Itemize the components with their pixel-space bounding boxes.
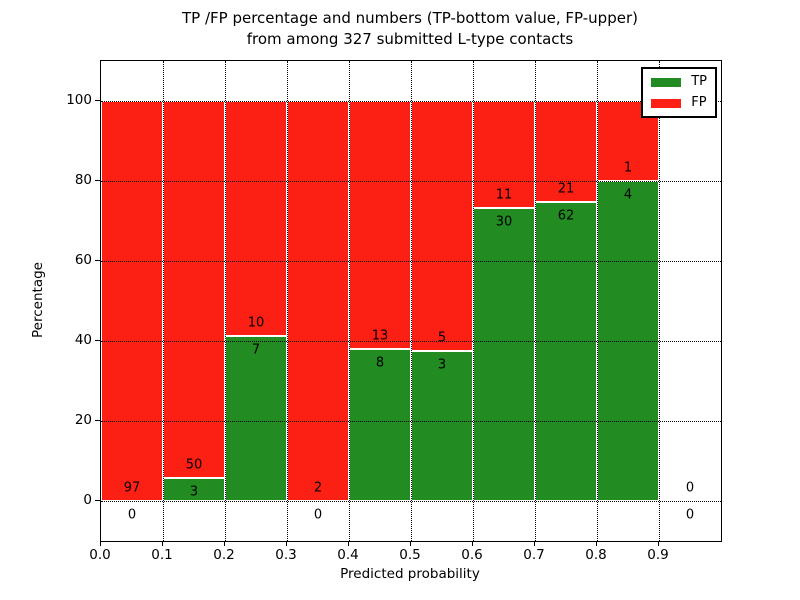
plot-area: 97 0 50 3 10 7 2 0 13 8 5 3 11 30 21 62 1 4 0 0 TP FP [100, 60, 722, 542]
x-tick-mark [534, 541, 535, 546]
x-tick-mark [286, 541, 287, 546]
gridline-vertical [597, 61, 598, 541]
tp-count-label: 0 [127, 507, 137, 523]
tp-count-label: 7 [251, 342, 261, 358]
y-tick-label: 80 [74, 172, 92, 188]
x-tick-mark [410, 541, 411, 546]
x-tick-mark [224, 541, 225, 546]
legend-swatch-tp-icon [651, 77, 682, 87]
gridline-vertical [659, 61, 660, 541]
gridline-vertical [349, 61, 350, 541]
x-tick-mark [162, 541, 163, 546]
gridline-vertical [411, 61, 412, 541]
fp-count-label: 10 [247, 315, 265, 331]
fp-count-label: 13 [371, 328, 389, 344]
bar-segment-tp [225, 336, 287, 501]
y-tick-mark [95, 500, 100, 501]
x-tick-label: 0.6 [461, 547, 483, 563]
tp-count-label: 62 [557, 208, 575, 224]
fp-count-label: 2 [313, 480, 323, 496]
fp-count-label: 50 [185, 457, 203, 473]
x-tick-mark [472, 541, 473, 546]
tp-count-label: 3 [189, 484, 199, 500]
x-axis-label: Predicted probability [340, 566, 480, 582]
tp-count-label: 8 [375, 355, 385, 371]
tp-count-label: 30 [495, 214, 513, 230]
fp-count-label: 97 [123, 480, 141, 496]
tp-count-label: 3 [437, 357, 447, 373]
bar-segment-fp [101, 101, 163, 501]
y-tick-mark [95, 340, 100, 341]
x-tick-mark [100, 541, 101, 546]
bar-segment-tp [535, 202, 597, 501]
fp-count-label: 11 [495, 187, 513, 203]
tp-count-label: 4 [623, 187, 633, 203]
legend: TP FP [641, 67, 717, 118]
gridline-vertical [163, 61, 164, 541]
y-tick-label: 0 [83, 492, 92, 508]
legend-row-fp: FP [651, 96, 707, 110]
y-tick-mark [95, 260, 100, 261]
legend-swatch-fp-icon [651, 98, 682, 108]
bar-segment-tp [473, 208, 535, 501]
x-tick-mark [348, 541, 349, 546]
x-tick-label: 0.1 [151, 547, 173, 563]
x-tick-mark [596, 541, 597, 546]
legend-label-fp: FP [691, 95, 707, 110]
y-tick-label: 60 [74, 252, 92, 268]
legend-label-tp: TP [691, 74, 707, 89]
bar-segment-tp [349, 348, 411, 501]
tp-count-label: 0 [313, 507, 323, 523]
x-tick-mark [658, 541, 659, 546]
x-tick-label: 0.8 [585, 547, 607, 563]
y-axis-label: Percentage [30, 262, 46, 338]
bar-segment-fp [225, 101, 287, 337]
x-tick-label: 0.7 [523, 547, 545, 563]
bar-segment-fp [411, 101, 473, 351]
y-tick-label: 20 [74, 412, 92, 428]
x-tick-label: 0.5 [399, 547, 421, 563]
tp-count-label: 0 [685, 507, 695, 523]
fp-count-label: 0 [685, 480, 695, 496]
chart-title-line2: from among 327 submitted L-type contacts [246, 30, 574, 48]
y-tick-mark [95, 100, 100, 101]
gridline-vertical [225, 61, 226, 541]
y-tick-label: 40 [74, 332, 92, 348]
gridline-vertical [535, 61, 536, 541]
gridline-vertical [287, 61, 288, 541]
bar-segment-fp [163, 101, 225, 479]
x-tick-label: 0.3 [275, 547, 297, 563]
x-tick-label: 0.9 [647, 547, 669, 563]
y-tick-mark [95, 420, 100, 421]
x-tick-label: 0.4 [337, 547, 359, 563]
fp-count-label: 1 [623, 160, 633, 176]
y-tick-mark [95, 180, 100, 181]
x-tick-label: 0.0 [89, 547, 111, 563]
bar-segment-fp [349, 101, 411, 349]
y-tick-label: 100 [66, 92, 92, 108]
fp-count-label: 5 [437, 330, 447, 346]
bar-segment-tp [411, 351, 473, 501]
x-tick-label: 0.2 [213, 547, 235, 563]
legend-row-tp: TP [651, 75, 707, 89]
chart-title-line1: TP /FP percentage and numbers (TP-bottom… [182, 9, 638, 27]
fp-count-label: 21 [557, 181, 575, 197]
gridline-vertical [473, 61, 474, 541]
bar-segment-fp [535, 101, 597, 203]
bar-segment-fp [287, 101, 349, 501]
